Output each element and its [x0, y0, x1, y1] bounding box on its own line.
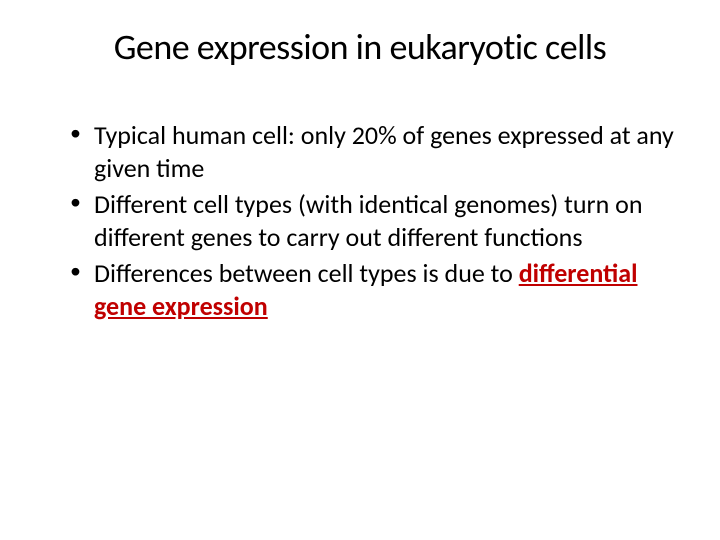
bullet-list: Typical human cell: only 20% of genes ex…	[40, 119, 680, 322]
slide-container: Gene expression in eukaryotic cells Typi…	[0, 0, 720, 540]
bullet-item: Typical human cell: only 20% of genes ex…	[70, 119, 680, 184]
bullet-item: Differences between cell types is due to…	[70, 257, 680, 322]
bullet-text: Different cell types (with identical gen…	[94, 188, 643, 253]
bullet-text-prefix: Differences between cell types is due to	[94, 257, 519, 289]
slide-title: Gene expression in eukaryotic cells	[40, 25, 680, 69]
bullet-item: Different cell types (with identical gen…	[70, 188, 680, 253]
bullet-text: Typical human cell: only 20% of genes ex…	[94, 119, 674, 184]
